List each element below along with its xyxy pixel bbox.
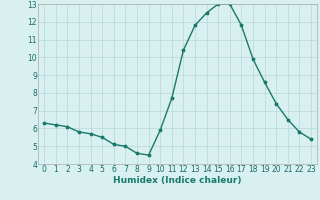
- X-axis label: Humidex (Indice chaleur): Humidex (Indice chaleur): [113, 176, 242, 185]
